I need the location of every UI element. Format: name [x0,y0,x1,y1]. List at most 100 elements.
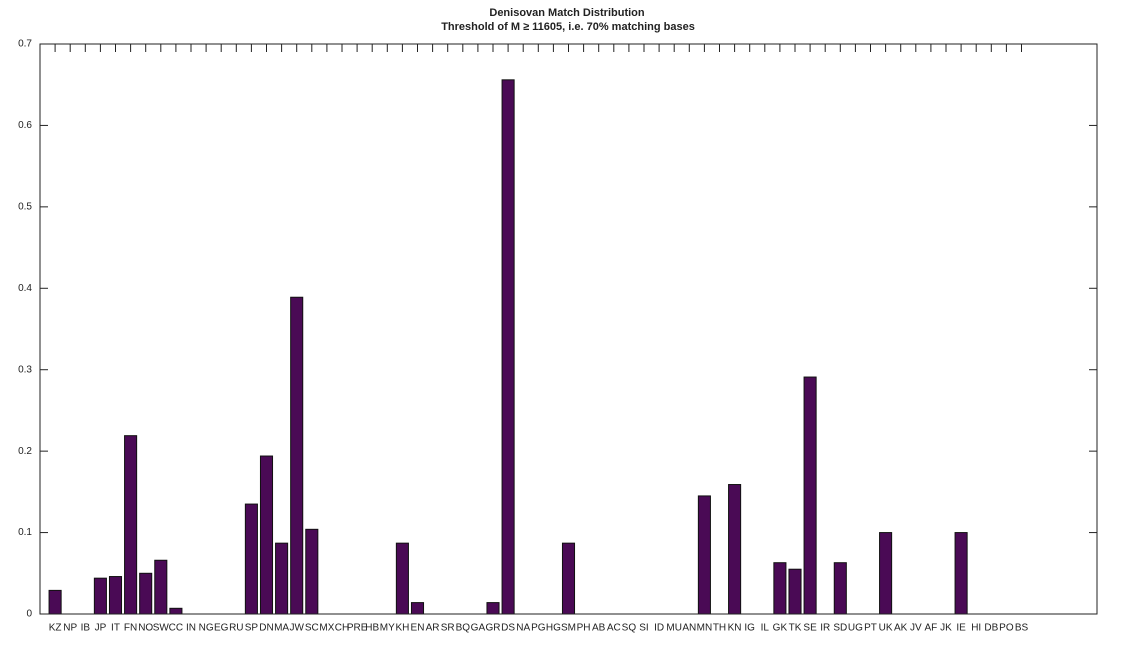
x-tick-label: SP [245,623,259,634]
bar [395,542,409,615]
y-tick-label: 0.7 [18,39,32,50]
x-tick-label: AC [607,623,621,634]
x-tick-label: PT [864,623,877,634]
bar [169,607,183,615]
x-tick-label: JV [910,623,922,634]
x-tick-label: KN [728,623,742,634]
bar [788,568,802,615]
x-tick-label: PH [577,623,591,634]
bar [108,576,123,615]
x-tick-label: GK [773,623,788,634]
x-tick-label: UG [848,623,863,634]
x-tick-label: PO [999,623,1014,634]
x-tick-label: SW [153,623,170,634]
x-tick-label: SR [441,623,455,634]
x-tick-label: TH [713,623,726,634]
x-tick-label: SC [305,623,319,634]
bar [954,532,968,615]
bar [93,577,107,615]
y-tick-label: 0.3 [18,364,32,375]
x-tick-label: PRE [347,623,368,634]
y-tick-label: 0.1 [18,527,32,538]
x-tick-label: JW [289,623,304,634]
bar [879,532,893,615]
x-tick-label: HI [971,623,981,634]
y-tick-label: 0.4 [18,283,32,294]
x-tick-label: FN [124,623,137,634]
x-tick-label: IN [186,623,196,634]
x-tick-label: MA [274,623,289,634]
bar [486,602,500,615]
bar [833,562,847,615]
bar [773,562,787,615]
x-tick-label: EN [411,623,425,634]
x-tick-label: GA [471,623,486,634]
x-tick-label: NA [516,623,530,634]
x-tick-label: MU [666,623,682,634]
bar [410,602,425,615]
y-tick-label: 0 [26,609,32,620]
x-tick-label: GR [486,623,501,634]
x-tick-label: SI [639,623,648,634]
x-tick-label: DN [259,623,273,634]
y-tick-label: 0.5 [18,201,32,212]
x-tick-label: IR [820,623,830,634]
plot-frame [39,43,1098,615]
x-tick-label: AF [925,623,938,634]
x-tick-label: CH [335,623,349,634]
bar [124,435,138,615]
x-tick-label: DS [501,623,515,634]
x-tick-label: IL [761,623,770,634]
bar [305,528,319,615]
x-tick-label: JP [95,623,107,634]
x-tick-label: AB [592,623,606,634]
bar [139,572,153,615]
x-tick-label: SQ [622,623,637,634]
x-tick-label: TK [789,623,802,634]
chart-subtitle: Threshold of M ≥ 11605, i.e. 70% matchin… [441,21,695,33]
x-tick-label: MX [319,623,334,634]
x-tick-label: UK [879,623,893,634]
bar [697,495,711,615]
bar [48,589,62,615]
x-tick-label: SM [561,623,576,634]
x-tick-label: IE [956,623,966,634]
x-tick-label: PG [531,623,546,634]
bar [803,376,817,615]
x-tick-label: NG [199,623,214,634]
x-tick-label: NP [63,623,77,634]
x-tick-label: KH [395,623,409,634]
bar [244,503,258,615]
x-tick-label: AK [894,623,908,634]
x-tick-label: AR [426,623,440,634]
x-tick-label: AN [682,623,696,634]
x-tick-label: BS [1015,623,1029,634]
x-tick-label: IG [744,623,755,634]
x-tick-label: SD [833,623,847,634]
x-tick-label: SE [803,623,817,634]
bar [501,79,515,615]
bar [561,542,576,615]
y-tick-label: 0.6 [18,120,32,131]
x-tick-label: EG [214,623,229,634]
x-tick-label: DB [984,623,998,634]
x-tick-label: KZ [49,623,62,634]
bar [154,559,168,615]
y-tick-label: 0.2 [18,446,32,457]
x-tick-label: ID [654,623,664,634]
x-tick-label: MY [380,623,395,634]
x-tick-label: HB [365,623,379,634]
x-tick-label: HG [546,623,561,634]
x-tick-label: CC [169,623,183,634]
bar [259,455,274,615]
bar [290,296,304,615]
x-tick-label: JK [940,623,952,634]
x-tick-label: NO [138,623,153,634]
chart-title: Denisovan Match Distribution [489,7,645,19]
x-tick-label: IT [111,623,120,634]
x-tick-label: MN [697,623,713,634]
bar [728,484,742,615]
bar [275,542,289,615]
x-tick-label: BQ [456,623,471,634]
